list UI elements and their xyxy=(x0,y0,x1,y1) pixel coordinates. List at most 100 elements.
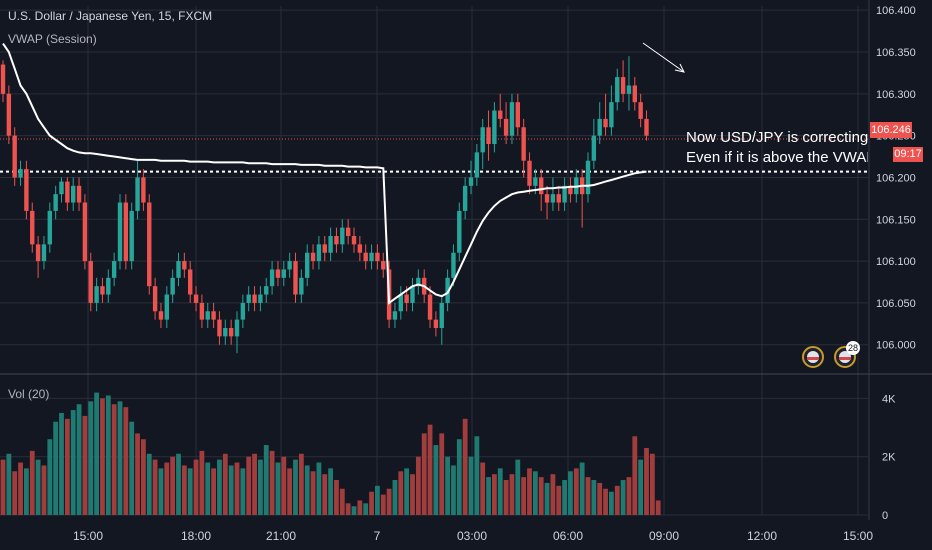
volume-bar xyxy=(123,407,129,515)
volume-bar xyxy=(275,462,281,515)
candle-body xyxy=(615,77,620,103)
vwap-legend[interactable]: VWAP (Session) xyxy=(8,32,97,46)
price-axis[interactable]: 106.400106.350106.300106.250106.200106.1… xyxy=(876,5,916,352)
events-count: 28 xyxy=(848,343,858,353)
price-tick-label: 106.300 xyxy=(876,89,916,101)
volume-bar xyxy=(228,465,234,515)
event-flag-icon[interactable] xyxy=(802,346,824,368)
volume-bar xyxy=(53,421,59,515)
candle-body xyxy=(410,286,415,303)
volume-bar xyxy=(146,453,152,515)
volume-bar xyxy=(252,453,257,515)
last-price-tag: 106.246 xyxy=(870,122,912,138)
candle-body xyxy=(363,252,368,262)
candle-body xyxy=(626,85,632,94)
candle-body xyxy=(568,185,573,195)
candle-body xyxy=(316,244,322,262)
volume-bar xyxy=(298,453,304,515)
candle-body xyxy=(544,194,550,203)
volume-bar xyxy=(35,459,41,515)
candle-body xyxy=(433,319,439,328)
time-tick-label: 21:00 xyxy=(266,529,296,543)
candle-body xyxy=(474,152,480,178)
candle-body xyxy=(176,261,181,278)
candle-body xyxy=(486,127,491,144)
volume-bar xyxy=(24,468,29,515)
volume-bar xyxy=(59,412,64,515)
candle-body xyxy=(275,269,281,278)
volume-bar xyxy=(141,439,146,515)
candle-body xyxy=(310,252,316,262)
annotation-line-1: Now USD/JPY is correcting xyxy=(686,130,868,146)
volume-bar xyxy=(515,459,521,515)
candle-body xyxy=(41,244,47,262)
volume-bar xyxy=(64,418,70,515)
symbol-title: U.S. Dollar / Japanese Yen, 15, FXCM xyxy=(8,9,213,23)
volume-bar xyxy=(591,480,597,515)
candle-body xyxy=(287,261,292,270)
candle-body xyxy=(24,169,29,211)
candle-body xyxy=(439,302,444,328)
volume-bar xyxy=(0,459,6,515)
candle-body xyxy=(375,252,380,262)
candle-body xyxy=(129,210,134,262)
candle-body xyxy=(76,185,82,203)
volume-bar xyxy=(246,456,252,515)
volume-bar xyxy=(76,404,82,515)
time-axis[interactable]: 15:00 18:00 21:00 7 03:00 06:00 09:00 12:00 15:0… xyxy=(73,529,873,543)
volume-bar xyxy=(322,474,328,515)
event-flag-icon[interactable] xyxy=(834,346,856,368)
volume-bar xyxy=(351,506,357,515)
volume-bar xyxy=(269,450,275,515)
candle-body xyxy=(30,210,35,245)
candle-body xyxy=(12,135,17,178)
candle-body xyxy=(170,277,175,295)
time-tick-label: 12:00 xyxy=(747,529,777,543)
candle-body xyxy=(305,252,310,278)
candle-body xyxy=(468,177,474,186)
volume-bar xyxy=(427,424,433,515)
volume-legend[interactable]: Vol (20) xyxy=(8,387,50,401)
candle-body xyxy=(205,311,210,320)
candle-body xyxy=(328,236,333,253)
candle-body xyxy=(141,177,146,203)
volume-bar xyxy=(538,477,544,515)
candle-body xyxy=(644,118,649,136)
volume-bar xyxy=(398,471,404,515)
volume-bar xyxy=(164,462,170,515)
volume-bar xyxy=(556,485,562,515)
candle-body xyxy=(451,252,456,278)
volume-bar xyxy=(117,401,123,515)
candle-body xyxy=(6,93,12,136)
volume-bar xyxy=(47,439,53,515)
candle-body xyxy=(0,64,6,94)
candle-body xyxy=(111,261,117,278)
volume-bar xyxy=(410,474,415,515)
volume-bar xyxy=(222,453,228,515)
volume-bar xyxy=(638,459,644,515)
volume-bar xyxy=(474,436,480,515)
candle-body xyxy=(609,102,614,128)
candle-body xyxy=(509,102,515,136)
volume-bar xyxy=(655,500,661,515)
events-count-badge[interactable] xyxy=(846,341,860,355)
candle-body xyxy=(539,177,544,195)
candle-body xyxy=(515,102,520,128)
reference-lines xyxy=(0,138,868,173)
candle-body xyxy=(427,294,433,320)
volume-bar xyxy=(369,491,374,515)
candle-body xyxy=(597,118,602,136)
trend-arrow-icon xyxy=(642,42,685,73)
volume-bar xyxy=(509,474,515,515)
volume-bar xyxy=(497,468,503,515)
volume-bar xyxy=(187,468,193,515)
candle-body xyxy=(498,110,503,119)
volume-bar xyxy=(158,468,164,515)
candle-body xyxy=(199,302,205,320)
candle-body xyxy=(106,277,111,295)
countdown-tag: 09:17 xyxy=(893,147,923,162)
time-tick-label: 15:00 xyxy=(73,529,103,543)
volume-bar xyxy=(532,471,538,515)
time-tick-label: 06:00 xyxy=(553,529,583,543)
